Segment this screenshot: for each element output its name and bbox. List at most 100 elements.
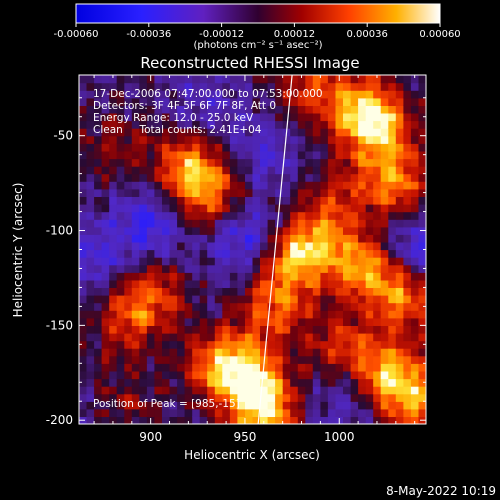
heatmap-cell bbox=[131, 82, 140, 91]
heatmap-cell bbox=[252, 181, 261, 190]
heatmap-cell bbox=[124, 408, 133, 417]
heatmap-cell bbox=[343, 363, 352, 372]
heatmap-cell bbox=[365, 241, 374, 251]
heatmap-cell bbox=[403, 82, 412, 91]
heatmap-cell bbox=[116, 416, 125, 424]
heatmap-cell bbox=[79, 211, 88, 220]
heatmap-cell bbox=[199, 188, 208, 197]
heatmap-cell bbox=[335, 340, 344, 349]
heatmap-cell bbox=[290, 181, 299, 190]
heatmap-cell bbox=[101, 128, 110, 137]
heatmap-cell bbox=[192, 188, 201, 197]
heatmap-cell bbox=[131, 158, 140, 167]
heatmap-cell bbox=[169, 325, 178, 334]
heatmap-cell bbox=[79, 143, 88, 152]
heatmap-cell bbox=[260, 295, 269, 304]
heatmap-cell bbox=[109, 295, 118, 304]
heatmap-cell bbox=[403, 325, 412, 334]
heatmap-cell bbox=[139, 82, 148, 91]
heatmap-cell bbox=[169, 363, 178, 372]
heatmap-cell bbox=[410, 249, 419, 258]
heatmap-cell bbox=[162, 249, 171, 258]
heatmap-cell bbox=[267, 393, 276, 402]
heatmap-cell bbox=[395, 408, 404, 417]
heatmap-cell bbox=[305, 112, 314, 122]
heatmap-cell bbox=[116, 257, 125, 266]
annotation-time-range: 17-Dec-2006 07:47:00.000 to 07:53:00.000 bbox=[93, 88, 323, 100]
heatmap-cell bbox=[290, 386, 299, 395]
heatmap-cell bbox=[305, 128, 314, 137]
heatmap-cell bbox=[146, 158, 155, 167]
heatmap-cell bbox=[245, 166, 254, 175]
heatmap-cell bbox=[290, 302, 299, 311]
heatmap-cell bbox=[305, 181, 314, 190]
heatmap-cell bbox=[403, 120, 412, 129]
heatmap-cell bbox=[124, 158, 133, 167]
heatmap-cell bbox=[169, 272, 178, 281]
heatmap-cell bbox=[282, 241, 291, 251]
heatmap-cell bbox=[343, 408, 352, 417]
heatmap-cell bbox=[410, 105, 419, 114]
heatmap-cell bbox=[305, 333, 314, 342]
heatmap-cell bbox=[177, 204, 186, 213]
heatmap-cell bbox=[395, 173, 404, 182]
heatmap-cell bbox=[335, 287, 344, 296]
heatmap-cell bbox=[184, 158, 193, 167]
heatmap-cell bbox=[154, 120, 163, 129]
heatmap-cell bbox=[101, 295, 110, 304]
heatmap-cell bbox=[86, 211, 95, 220]
heatmap-cell bbox=[177, 97, 186, 106]
heatmap-cell bbox=[94, 181, 103, 190]
heatmap-cell bbox=[214, 279, 223, 288]
heatmap-cell bbox=[312, 317, 321, 326]
heatmap-cell bbox=[229, 128, 238, 137]
heatmap-cell bbox=[101, 204, 110, 213]
heatmap-cell bbox=[388, 97, 397, 106]
heatmap-cell bbox=[177, 241, 186, 251]
heatmap-cell bbox=[237, 386, 246, 395]
heatmap-cell bbox=[207, 173, 216, 182]
heatmap-cell bbox=[418, 272, 426, 281]
heatmap-cell bbox=[154, 378, 163, 387]
heatmap-cell bbox=[297, 348, 306, 357]
heatmap-cell bbox=[86, 279, 95, 288]
heatmap-cell bbox=[207, 90, 216, 99]
heatmap-cell bbox=[380, 188, 389, 197]
heatmap-cell bbox=[335, 333, 344, 342]
heatmap-cell bbox=[418, 401, 426, 410]
heatmap-cell bbox=[177, 188, 186, 197]
heatmap-cell bbox=[131, 317, 140, 326]
heatmap-cell bbox=[358, 82, 367, 91]
heatmap-cell bbox=[245, 416, 254, 424]
heatmap-cell bbox=[154, 241, 163, 251]
heatmap-cell bbox=[169, 120, 178, 129]
heatmap-cell bbox=[177, 234, 186, 243]
heatmap-cell bbox=[154, 75, 163, 84]
heatmap-cell bbox=[388, 105, 397, 114]
heatmap-cell bbox=[290, 82, 299, 91]
heatmap-cell bbox=[146, 105, 155, 114]
heatmap-cell bbox=[290, 348, 299, 357]
heatmap-cell bbox=[410, 393, 419, 402]
heatmap-cell bbox=[267, 82, 276, 91]
heatmap-cell bbox=[365, 226, 374, 235]
heatmap-cell bbox=[260, 408, 269, 417]
heatmap-cell bbox=[343, 112, 352, 122]
heatmap-cell bbox=[214, 97, 223, 106]
heatmap-cell bbox=[131, 279, 140, 288]
heatmap-cell bbox=[275, 75, 284, 84]
heatmap-cell bbox=[335, 90, 344, 99]
heatmap-cell bbox=[131, 105, 140, 114]
heatmap-cell bbox=[146, 249, 155, 258]
heatmap-cell bbox=[403, 219, 412, 228]
heatmap-cell bbox=[335, 150, 344, 160]
heatmap-cell bbox=[169, 188, 178, 197]
heatmap-cell bbox=[260, 234, 269, 243]
heatmap-cell bbox=[109, 257, 118, 266]
heatmap-cell bbox=[410, 219, 419, 228]
heatmap-cell bbox=[207, 408, 216, 417]
heatmap-cell bbox=[343, 105, 352, 114]
heatmap-cell bbox=[252, 401, 261, 410]
heatmap-cell bbox=[124, 181, 133, 190]
heatmap-cell bbox=[350, 279, 359, 288]
